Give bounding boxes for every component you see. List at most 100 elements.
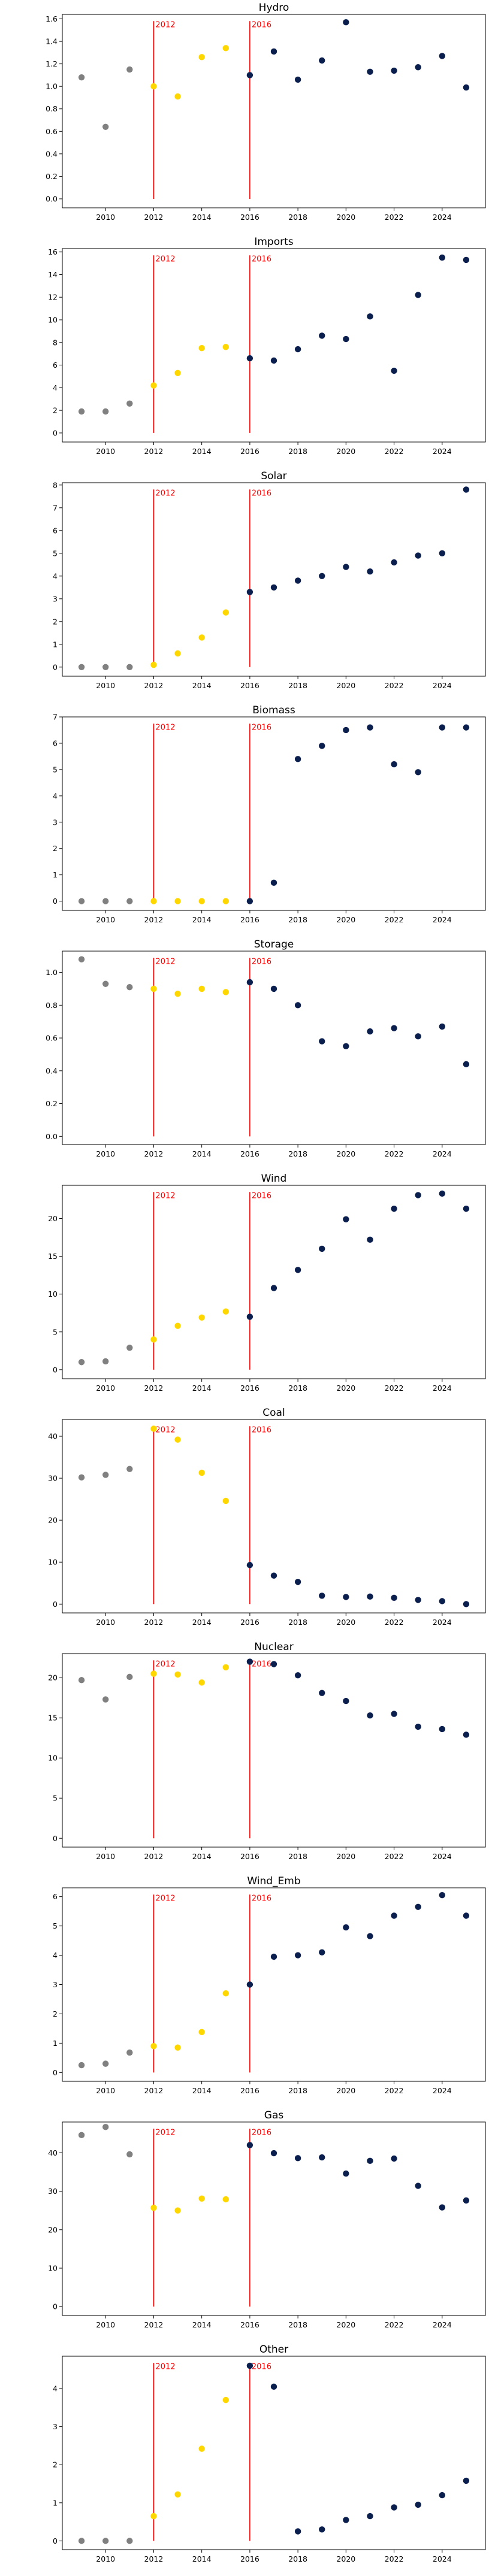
x-tick-label: 2016 <box>240 915 259 924</box>
x-tick-label: 2012 <box>144 1149 164 1158</box>
data-point-post <box>319 2154 325 2161</box>
plot-frame <box>62 1185 486 1379</box>
x-tick-label: 2024 <box>433 2086 452 2095</box>
chart-title: Nuclear <box>254 1641 293 1653</box>
x-tick-label: 2022 <box>385 1384 404 1393</box>
data-point-transition <box>198 634 205 641</box>
data-point-post <box>415 292 421 298</box>
y-tick-label: 5 <box>53 1921 58 1930</box>
x-tick-label: 2014 <box>192 447 212 456</box>
data-point-post <box>319 1038 325 1045</box>
data-point-post <box>367 1593 373 1600</box>
x-tick-label: 2010 <box>96 1618 115 1627</box>
y-tick-label: 0 <box>53 897 58 906</box>
data-point-post <box>367 68 373 75</box>
data-point-transition <box>198 2445 205 2452</box>
chart-title: Coal <box>262 1407 285 1419</box>
y-tick-label: 4 <box>53 2384 58 2393</box>
data-point-pre <box>78 1677 85 1684</box>
data-point-post <box>391 67 397 74</box>
data-point-transition <box>198 985 205 992</box>
marker-label-2016: 2016 <box>252 957 271 966</box>
x-tick-label: 2010 <box>96 681 115 690</box>
x-tick-label: 2024 <box>433 1384 452 1393</box>
data-point-pre <box>126 1345 133 1351</box>
data-point-post <box>391 2155 397 2162</box>
chart-gas: Gas 2010 2012 2014 2016 2018 2020 2022 2024 0 10 20… <box>48 2109 486 2329</box>
data-point-post <box>367 1236 373 1243</box>
x-tick-label: 2012 <box>144 447 164 456</box>
chart-hydro: Hydro 2010 2012 2014 2016 2018 2020 2022 2024 0.0… <box>46 2 486 222</box>
data-point-pre <box>102 898 109 904</box>
y-tick-label: 12 <box>48 293 58 302</box>
y-tick-label: 1.6 <box>46 14 58 23</box>
y-tick-label: 6 <box>53 526 58 535</box>
y-tick-label: 14 <box>48 270 58 279</box>
data-point-pre <box>126 2151 133 2158</box>
plot-frame <box>62 951 486 1145</box>
y-tick-label: 3 <box>53 2422 58 2431</box>
x-tick-label: 2012 <box>144 2320 164 2329</box>
x-tick-label: 2014 <box>192 1618 212 1627</box>
y-tick-label: 40 <box>48 2148 58 2157</box>
data-point-post <box>343 1216 349 1222</box>
data-point-post <box>463 1601 470 1608</box>
x-tick-label: 2018 <box>288 2320 307 2329</box>
data-point-pre <box>126 984 133 991</box>
data-point-transition <box>174 650 181 657</box>
y-tick-label: 0.6 <box>46 1034 58 1043</box>
y-tick-label: 2 <box>53 2460 58 2469</box>
y-tick-label: 20 <box>48 1516 58 1525</box>
data-point-transition <box>198 2195 205 2202</box>
data-point-post <box>319 743 325 749</box>
data-point-transition <box>198 345 205 352</box>
data-point-pre <box>102 2124 109 2130</box>
y-tick-label: 1 <box>53 2498 58 2507</box>
chart-title: Imports <box>254 236 293 248</box>
x-tick-label: 2020 <box>336 1384 355 1393</box>
y-tick-label: 10 <box>48 316 58 325</box>
x-tick-label: 2018 <box>288 447 307 456</box>
data-point-post <box>391 559 397 566</box>
x-tick-label: 2018 <box>288 1618 307 1627</box>
data-point-post <box>463 724 470 731</box>
y-tick-label: 4 <box>53 383 58 392</box>
chart-imports: Imports 2010 2012 2014 2016 2018 2020 2022 2024 0… <box>48 236 486 456</box>
data-point-pre <box>126 400 133 407</box>
chart-title: Storage <box>254 939 294 951</box>
data-point-transition <box>222 344 229 350</box>
y-tick-label: 0 <box>53 1365 58 1374</box>
data-point-post <box>270 985 277 992</box>
data-point-transition <box>222 2396 229 2404</box>
data-point-transition <box>222 1990 229 1997</box>
data-point-post <box>343 1924 349 1931</box>
plot-frame <box>62 248 486 443</box>
marker-label-2012: 2012 <box>155 1425 175 1434</box>
y-tick-label: 40 <box>48 1432 58 1441</box>
y-tick-label: 0 <box>53 2536 58 2545</box>
y-tick-label: 20 <box>48 1214 58 1223</box>
y-tick-label: 20 <box>48 2225 58 2234</box>
x-tick-label: 2024 <box>433 1618 452 1627</box>
x-tick-label: 2022 <box>385 1618 404 1627</box>
chart-title: Solar <box>261 470 286 482</box>
plot-frame <box>62 2356 486 2550</box>
data-point-pre <box>102 664 109 670</box>
y-tick-label: 0 <box>53 1600 58 1609</box>
chart-title: Wind_Emb <box>247 1875 300 1887</box>
plot-frame <box>62 2121 486 2316</box>
data-point-transition <box>198 1679 205 1686</box>
y-tick-label: 0.0 <box>46 194 58 203</box>
data-point-transition <box>150 1425 157 1432</box>
x-tick-label: 2020 <box>336 447 355 456</box>
data-point-pre <box>78 2062 85 2069</box>
x-tick-label: 2022 <box>385 2554 404 2563</box>
chart-biomass: Biomass 2010 2012 2014 2016 2018 2020 2022 2024 0… <box>53 704 486 924</box>
marker-label-2016: 2016 <box>252 1191 271 1200</box>
y-tick-label: 10 <box>48 1558 58 1567</box>
data-point-pre <box>126 1673 133 1681</box>
data-point-transition <box>150 1336 157 1343</box>
data-point-pre <box>102 1358 109 1365</box>
y-tick-label: 30 <box>48 1474 58 1483</box>
